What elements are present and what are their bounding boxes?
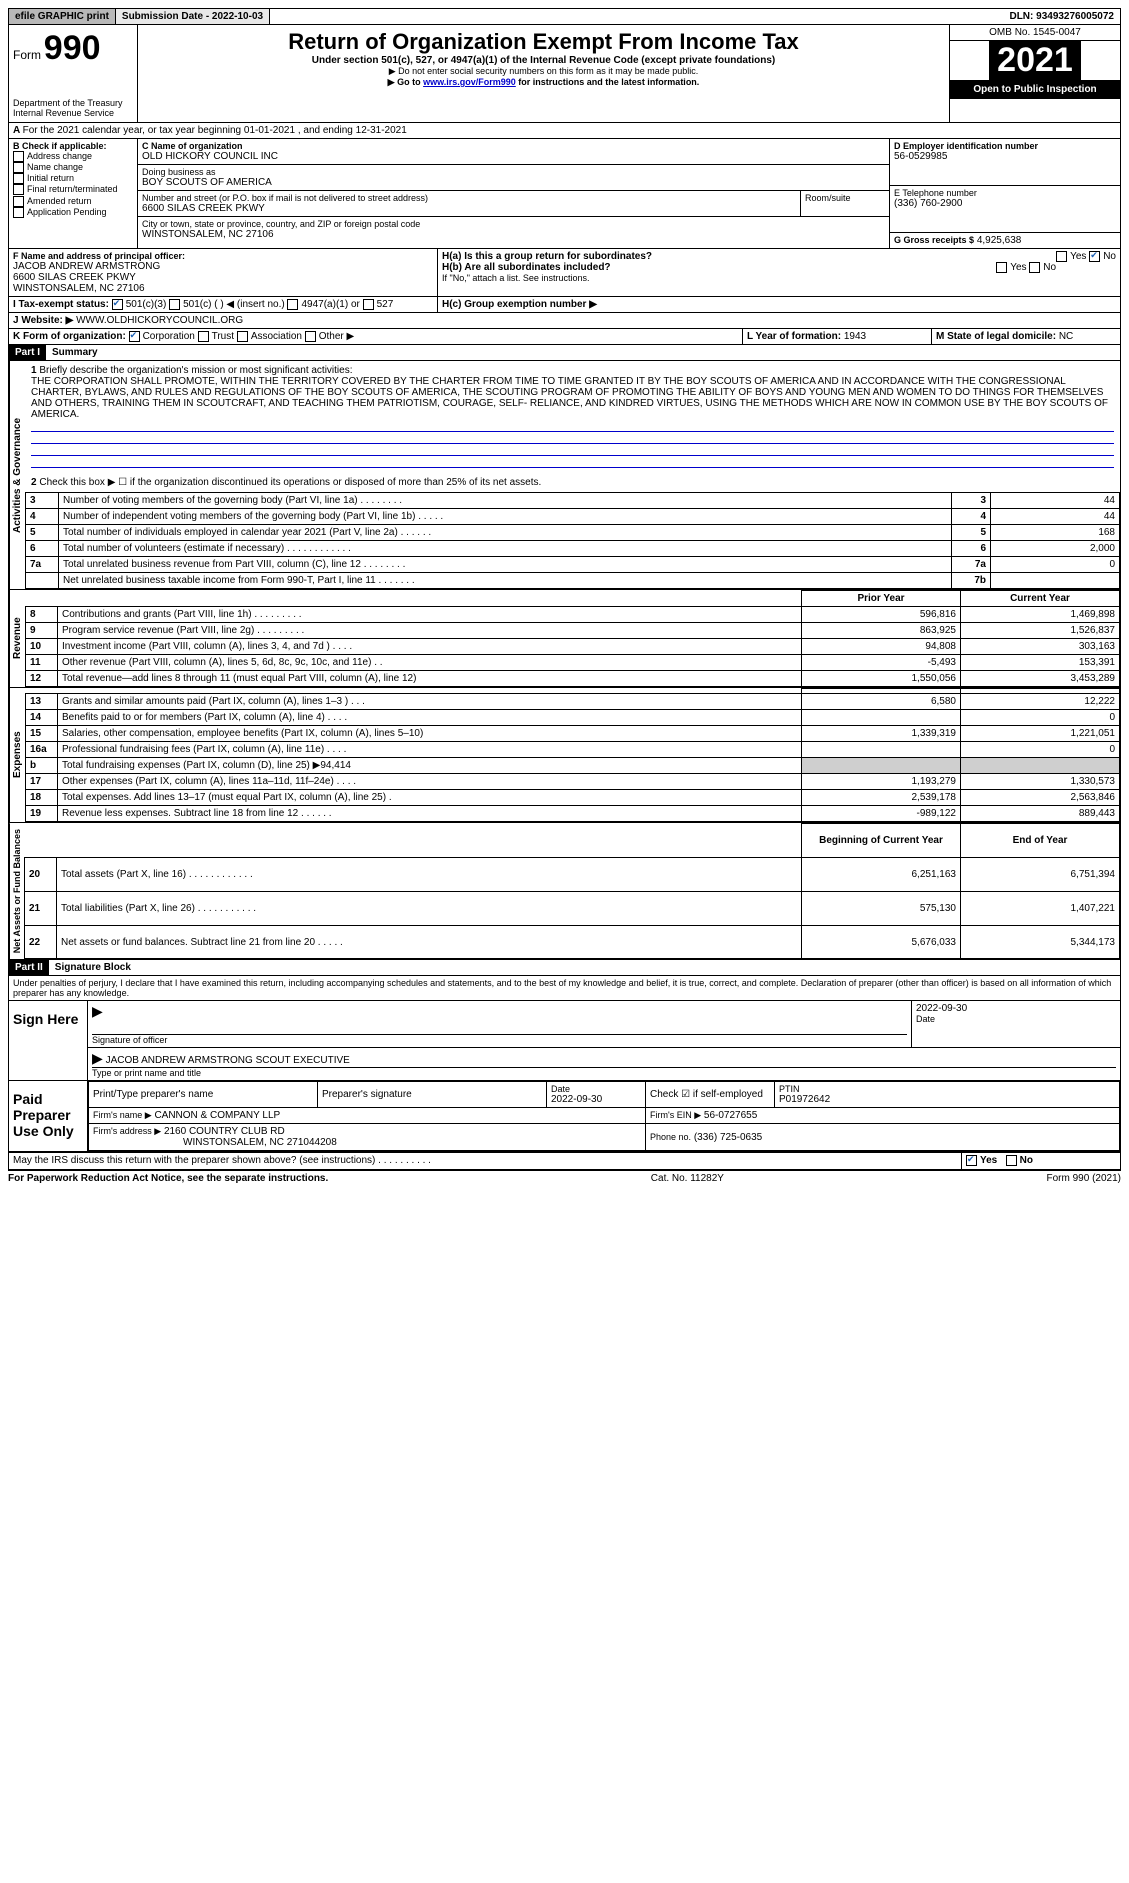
signature-block: Sign Here ▶ Signature of officer 2022-09…	[8, 1001, 1121, 1153]
open-public: Open to Public Inspection	[950, 80, 1120, 99]
f-label: F Name and address of principal officer:	[13, 251, 433, 261]
city-value: WINSTONSALEM, NC 27106	[142, 229, 885, 240]
gross-label: G Gross receipts $	[894, 235, 974, 245]
efile-label: efile GRAPHIC print	[9, 9, 116, 24]
phone-label: E Telephone number	[894, 188, 1116, 198]
dba-value: BOY SCOUTS OF AMERICA	[142, 177, 885, 188]
part1-header: Part I	[9, 345, 46, 360]
form-title: Return of Organization Exempt From Incom…	[142, 29, 945, 55]
website: WWW.OLDHICKORYCOUNCIL.ORG	[76, 315, 243, 326]
note-ssn: ▶ Do not enter social security numbers o…	[142, 66, 945, 77]
ein-label: D Employer identification number	[894, 141, 1116, 151]
form-label: Form	[13, 48, 41, 62]
mission-text: THE CORPORATION SHALL PROMOTE, WITHIN TH…	[31, 376, 1108, 420]
perjury-text: Under penalties of perjury, I declare th…	[9, 976, 1120, 1000]
irs-link[interactable]: www.irs.gov/Form990	[423, 77, 516, 87]
expenses-section: Expenses 13Grants and similar amounts pa…	[8, 688, 1121, 823]
period-row: A For the 2021 calendar year, or tax yea…	[8, 123, 1121, 139]
form-header: Form 990 Department of the Treasury Inte…	[8, 25, 1121, 123]
governance-table: 3Number of voting members of the governi…	[25, 492, 1120, 589]
omb-number: OMB No. 1545-0047	[950, 25, 1120, 41]
part2-header: Part II	[9, 960, 49, 975]
part1-title: Summary	[46, 345, 104, 360]
street-label: Number and street (or P.O. box if mail i…	[142, 193, 796, 203]
revenue-section: Revenue Prior YearCurrent Year8Contribut…	[8, 590, 1121, 688]
ein-value: 56-0529985	[894, 151, 1116, 162]
phone-value: (336) 760-2900	[894, 198, 1116, 209]
dln: DLN: 93493276005072	[1003, 9, 1120, 24]
entity-block: B Check if applicable: Address change Na…	[8, 139, 1121, 249]
part2-title: Signature Block	[49, 960, 137, 975]
submission-date[interactable]: Submission Date - 2022-10-03	[116, 9, 270, 24]
note-goto: ▶ Go to www.irs.gov/Form990 for instruct…	[142, 77, 945, 88]
officer-row: F Name and address of principal officer:…	[8, 249, 1121, 297]
form-subtitle: Under section 501(c), 527, or 4947(a)(1)…	[142, 55, 945, 66]
tax-year: 2021	[989, 41, 1081, 80]
dept-label: Department of the Treasury	[13, 98, 133, 108]
top-bar: efile GRAPHIC print Submission Date - 20…	[8, 8, 1121, 25]
irs-label: Internal Revenue Service	[13, 108, 133, 118]
box-b-label: B Check if applicable:	[13, 141, 133, 151]
period-text: For the 2021 calendar year, or tax year …	[23, 125, 407, 136]
c-name-label: C Name of organization	[142, 141, 885, 151]
street-value: 6600 SILAS CREEK PKWY	[142, 203, 796, 214]
footer: For Paperwork Reduction Act Notice, see …	[8, 1170, 1121, 1184]
gross-value: 4,925,638	[977, 235, 1022, 246]
revenue-table: Prior YearCurrent Year8Contributions and…	[25, 590, 1120, 687]
form-number: 990	[44, 29, 101, 67]
netassets-section: Net Assets or Fund Balances Beginning of…	[8, 823, 1121, 960]
activities-governance: Activities & Governance 1 Briefly descri…	[8, 361, 1121, 590]
dba-label: Doing business as	[142, 167, 885, 177]
expenses-table: 13Grants and similar amounts paid (Part …	[25, 688, 1120, 822]
city-label: City or town, state or province, country…	[142, 219, 885, 229]
org-name: OLD HICKORY COUNCIL INC	[142, 151, 885, 162]
room-label: Room/suite	[805, 193, 885, 203]
netassets-table: Beginning of Current YearEnd of Year20To…	[24, 823, 1120, 959]
